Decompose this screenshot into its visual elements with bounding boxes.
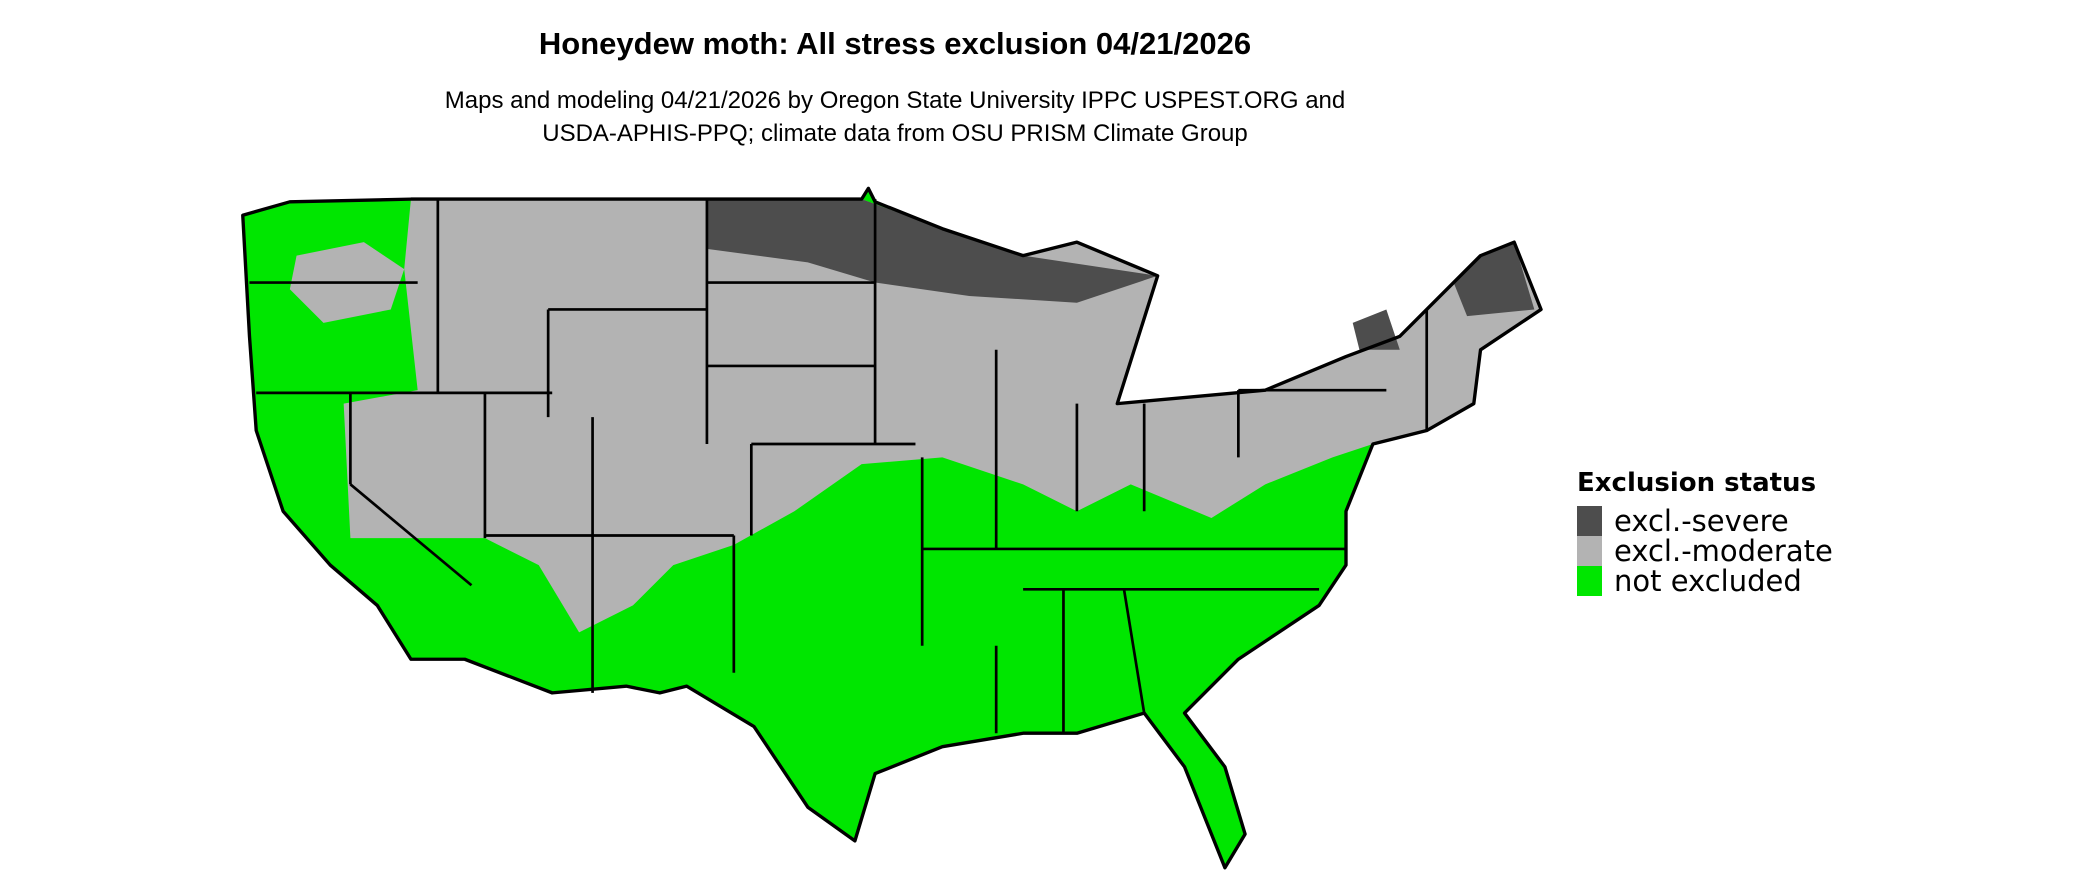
legend-swatch-not-excluded [1577, 566, 1602, 596]
legend-swatch-moderate [1577, 536, 1602, 566]
legend-label: excl.-severe [1614, 504, 1789, 538]
us-outline [241, 186, 1543, 870]
map-title: Honeydew moth: All stress exclusion 04/2… [538, 26, 1252, 61]
legend-item-moderate: excl.-moderate [1577, 536, 1833, 566]
legend-label: excl.-moderate [1614, 534, 1833, 568]
legend-item-not-excluded: not excluded [1577, 566, 1833, 596]
subtitle-line-2: USDA-APHIS-PPQ; climate data from OSU PR… [542, 120, 1248, 147]
region-excl-severe-north [706, 199, 1158, 303]
legend-item-severe: excl.-severe [1577, 506, 1833, 536]
subtitle-line-1: Maps and modeling 04/21/2026 by Oregon S… [444, 87, 1346, 114]
region-excl-moderate [343, 199, 1542, 633]
map-subtitle: Maps and modeling 04/21/2026 by Oregon S… [0, 84, 1790, 150]
legend-swatch-severe [1577, 506, 1602, 536]
legend-label: not excluded [1614, 564, 1802, 598]
legend: Exclusion status excl.-severe excl.-mode… [1577, 468, 1833, 596]
legend-title: Exclusion status [1577, 468, 1817, 498]
state-borders [249, 199, 1429, 734]
region-excl-severe-maine [1453, 242, 1535, 317]
